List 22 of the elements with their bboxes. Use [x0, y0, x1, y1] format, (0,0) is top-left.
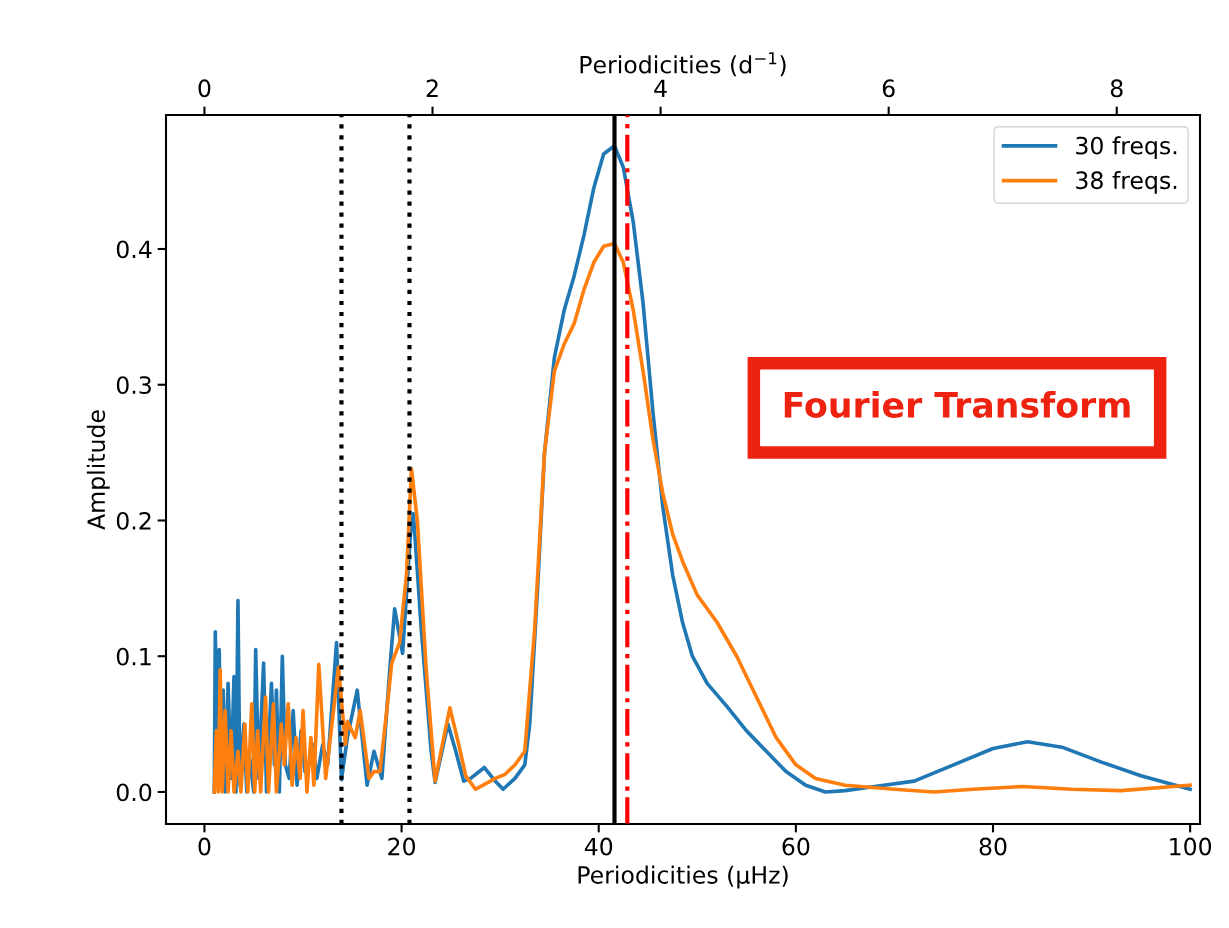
x2-axis-title: Periodicities (d$^{−1}$): [580, 52, 786, 77]
x2-tick-label: 8: [1110, 79, 1123, 98]
x-tick-label: 0: [198, 837, 211, 856]
x2-tick-label: 0: [198, 79, 211, 98]
y-tick-label: 0.1: [116, 647, 151, 666]
x-tick-label: 40: [584, 837, 613, 856]
legend-label: 30 freqs.: [1076, 136, 1177, 160]
x-tick-label: 20: [388, 837, 416, 856]
x-tick-label: 60: [782, 837, 810, 856]
x2-tick-label: 4: [654, 79, 667, 97]
y-tick-label: 0.4: [116, 240, 152, 259]
legend-label: 38 freqs.: [1076, 170, 1177, 194]
x-tick-label: 100: [1170, 837, 1212, 856]
x-tick-label: 80: [979, 837, 1007, 856]
y-axis-title: Amplitude: [86, 410, 110, 530]
x-axis-title: Periodicities (μHz): [578, 865, 788, 889]
x2-tick-label: 2: [426, 79, 438, 97]
y-tick-label: 0.0: [116, 783, 152, 802]
y-tick-label: 0.2: [116, 511, 151, 530]
annotation: Fourier Transform: [784, 391, 1130, 418]
y-tick-label: 0.3: [116, 376, 151, 395]
x2-tick-label: 6: [882, 79, 895, 98]
